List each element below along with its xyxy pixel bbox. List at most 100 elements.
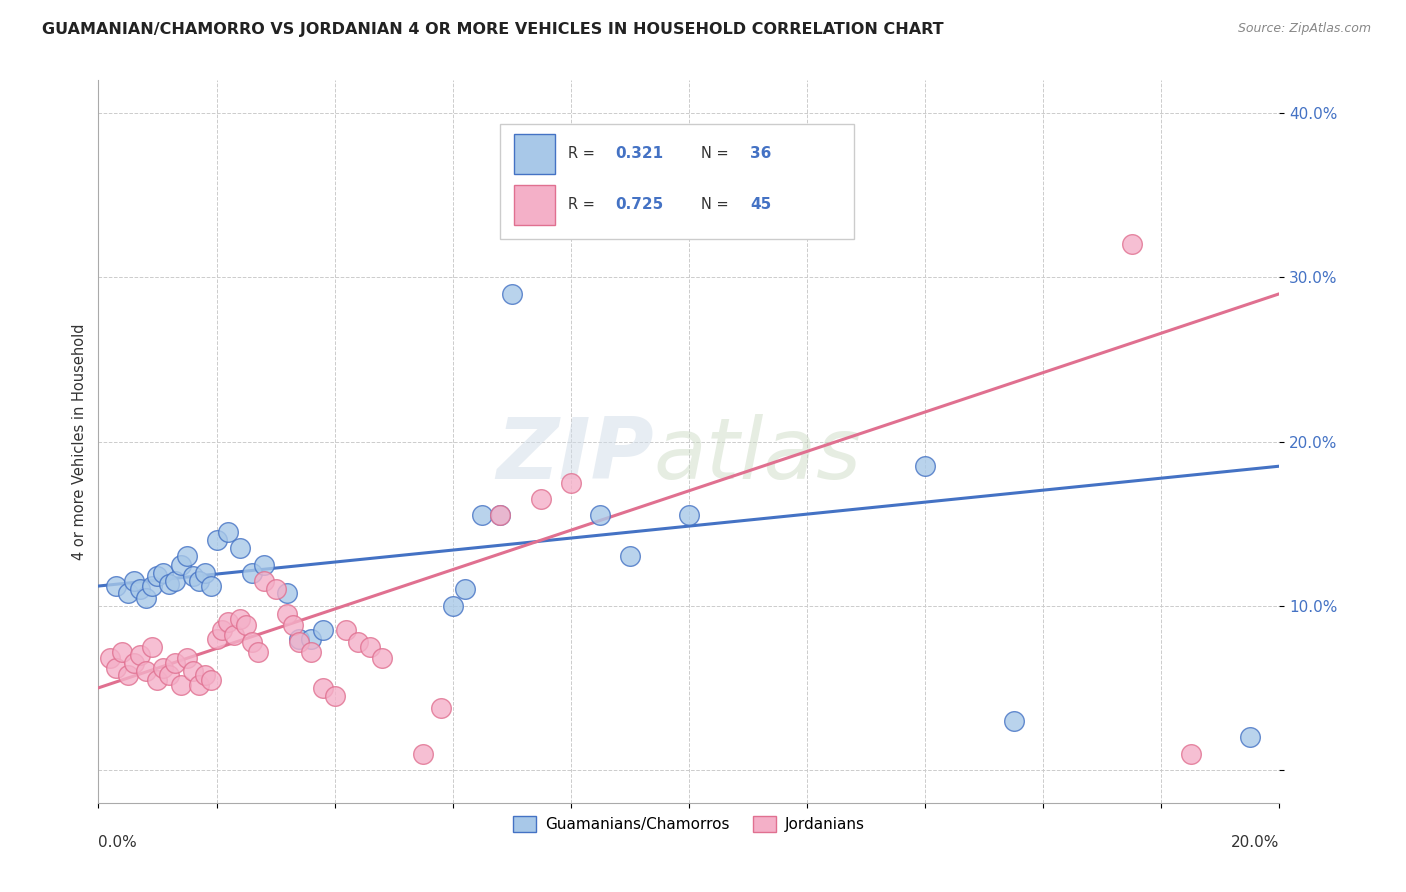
Point bbox=[165, 574, 187, 588]
Point bbox=[122, 657, 145, 671]
Point bbox=[217, 615, 239, 630]
Point bbox=[560, 475, 582, 490]
Point bbox=[276, 607, 298, 621]
Text: ZIP: ZIP bbox=[496, 415, 654, 498]
Point bbox=[589, 508, 612, 523]
Point bbox=[264, 582, 287, 597]
Point bbox=[200, 579, 222, 593]
Point bbox=[152, 566, 174, 580]
Point bbox=[1180, 747, 1202, 761]
Point bbox=[117, 585, 139, 599]
Point bbox=[157, 667, 180, 681]
Point bbox=[299, 645, 322, 659]
Point bbox=[128, 582, 150, 597]
Point bbox=[229, 541, 252, 556]
Point bbox=[146, 569, 169, 583]
Point bbox=[205, 533, 228, 547]
Point bbox=[157, 577, 180, 591]
Point bbox=[98, 651, 121, 665]
Point bbox=[105, 579, 128, 593]
Text: 20.0%: 20.0% bbox=[1232, 835, 1279, 850]
Legend: Guamanians/Chamorros, Jordanians: Guamanians/Chamorros, Jordanians bbox=[508, 810, 870, 838]
Point bbox=[176, 549, 198, 564]
Point bbox=[224, 628, 246, 642]
Text: 36: 36 bbox=[751, 146, 772, 161]
Bar bbox=[515, 185, 555, 225]
Point bbox=[312, 681, 335, 695]
Point bbox=[105, 661, 128, 675]
Text: GUAMANIAN/CHAMORRO VS JORDANIAN 4 OR MORE VEHICLES IN HOUSEHOLD CORRELATION CHAR: GUAMANIAN/CHAMORRO VS JORDANIAN 4 OR MOR… bbox=[42, 22, 943, 37]
Text: atlas: atlas bbox=[654, 415, 862, 498]
Point bbox=[211, 624, 233, 638]
Text: N =: N = bbox=[700, 197, 733, 212]
Point bbox=[128, 648, 150, 662]
Point bbox=[141, 579, 163, 593]
Point bbox=[117, 667, 139, 681]
Point bbox=[165, 657, 187, 671]
Point bbox=[288, 635, 311, 649]
Text: Source: ZipAtlas.com: Source: ZipAtlas.com bbox=[1237, 22, 1371, 36]
Point bbox=[170, 677, 193, 691]
FancyBboxPatch shape bbox=[501, 124, 855, 239]
Point bbox=[240, 566, 263, 580]
Point bbox=[181, 569, 204, 583]
Point bbox=[335, 624, 357, 638]
Point bbox=[170, 558, 193, 572]
Point bbox=[430, 700, 453, 714]
Point bbox=[1121, 237, 1143, 252]
Point bbox=[205, 632, 228, 646]
Point bbox=[135, 665, 157, 679]
Point bbox=[347, 635, 370, 649]
Point bbox=[146, 673, 169, 687]
Point bbox=[246, 645, 269, 659]
Point bbox=[253, 574, 276, 588]
Bar bbox=[515, 135, 555, 174]
Text: 0.725: 0.725 bbox=[616, 197, 664, 212]
Point bbox=[122, 574, 145, 588]
Point bbox=[253, 558, 276, 572]
Point bbox=[914, 459, 936, 474]
Y-axis label: 4 or more Vehicles in Household: 4 or more Vehicles in Household bbox=[72, 323, 87, 560]
Point bbox=[194, 667, 217, 681]
Point bbox=[359, 640, 381, 654]
Point bbox=[276, 585, 298, 599]
Point bbox=[530, 491, 553, 506]
Point bbox=[187, 574, 209, 588]
Point bbox=[240, 635, 263, 649]
Text: 0.321: 0.321 bbox=[616, 146, 664, 161]
Point bbox=[489, 508, 512, 523]
Point bbox=[194, 566, 217, 580]
Point bbox=[176, 651, 198, 665]
Point bbox=[299, 632, 322, 646]
Text: N =: N = bbox=[700, 146, 733, 161]
Point bbox=[141, 640, 163, 654]
Point bbox=[1002, 714, 1025, 728]
Point bbox=[283, 618, 305, 632]
Point bbox=[501, 286, 523, 301]
Text: 45: 45 bbox=[751, 197, 772, 212]
Point bbox=[181, 665, 204, 679]
Point bbox=[1239, 730, 1261, 744]
Text: 0.0%: 0.0% bbox=[98, 835, 138, 850]
Point bbox=[441, 599, 464, 613]
Point bbox=[678, 508, 700, 523]
Point bbox=[453, 582, 475, 597]
Point bbox=[412, 747, 434, 761]
Point bbox=[135, 591, 157, 605]
Point bbox=[229, 612, 252, 626]
Text: R =: R = bbox=[568, 197, 600, 212]
Point bbox=[371, 651, 394, 665]
Point bbox=[187, 677, 209, 691]
Point bbox=[217, 524, 239, 539]
Point bbox=[200, 673, 222, 687]
Point bbox=[323, 689, 346, 703]
Text: R =: R = bbox=[568, 146, 600, 161]
Point bbox=[288, 632, 311, 646]
Point bbox=[312, 624, 335, 638]
Point bbox=[619, 549, 641, 564]
Point bbox=[111, 645, 134, 659]
Point bbox=[471, 508, 494, 523]
Point bbox=[235, 618, 257, 632]
Point bbox=[152, 661, 174, 675]
Point bbox=[489, 508, 512, 523]
